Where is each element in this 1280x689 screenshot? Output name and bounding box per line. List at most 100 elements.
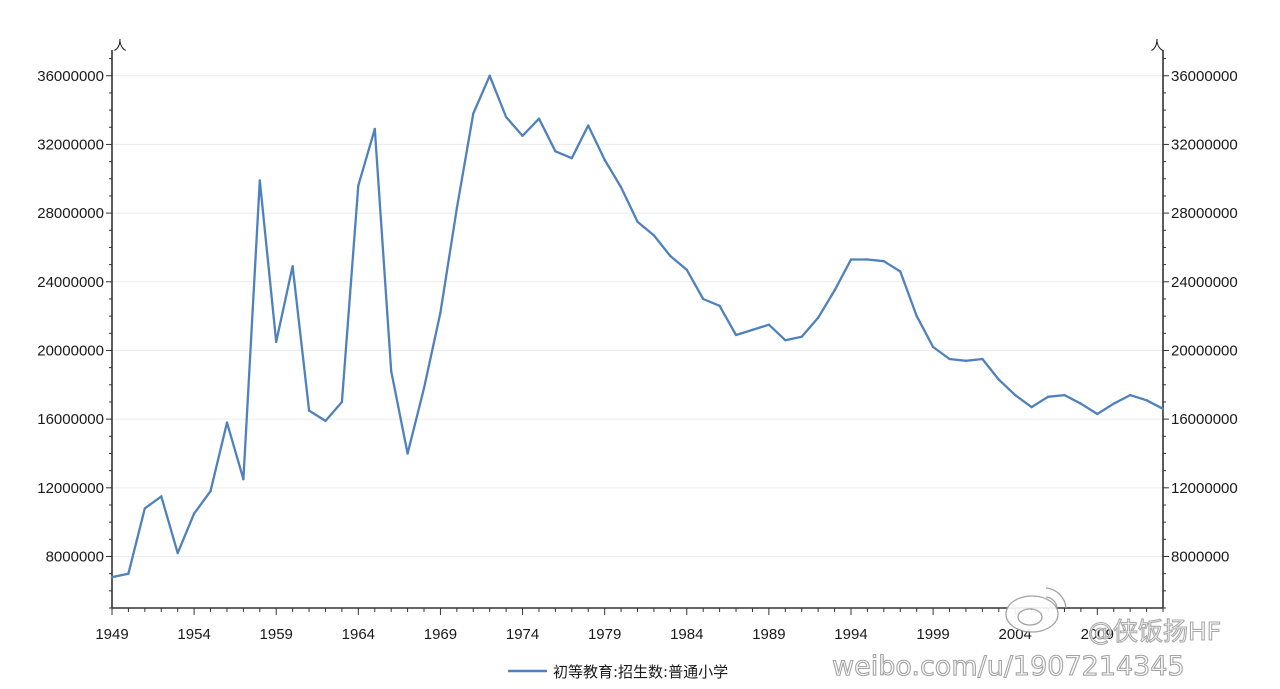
data-point <box>275 340 278 344</box>
data-point <box>964 359 968 362</box>
data-point <box>751 328 754 332</box>
x-tick-label: 1984 <box>670 626 703 643</box>
data-point <box>718 304 721 308</box>
data-point <box>767 323 771 326</box>
data-point <box>357 184 360 187</box>
data-point <box>373 127 376 131</box>
data-point <box>1079 402 1083 405</box>
data-point <box>997 378 1000 381</box>
data-point <box>242 478 245 481</box>
x-tick-label: 1999 <box>916 626 949 643</box>
data-point <box>209 490 212 493</box>
y-tick-label-left: 16000000 <box>37 411 104 428</box>
x-tick-label: 1994 <box>834 626 867 643</box>
data-point <box>521 134 524 138</box>
data-point <box>915 314 918 318</box>
data-point <box>554 150 557 153</box>
data-point <box>1128 393 1132 397</box>
x-tick-label: 1969 <box>424 626 457 643</box>
data-point <box>324 419 327 423</box>
data-point <box>406 452 409 455</box>
y-tick-label-left: 32000000 <box>37 136 104 153</box>
data-point <box>127 572 130 575</box>
data-point <box>701 297 705 301</box>
data-point <box>636 220 639 223</box>
data-point <box>307 409 311 412</box>
data-point <box>439 311 442 314</box>
data-point <box>1063 393 1066 397</box>
y-tick-label-left: 36000000 <box>37 68 104 85</box>
data-point <box>110 575 114 579</box>
y-tick-label-left: 8000000 <box>46 548 104 565</box>
x-tick-label: 1974 <box>506 626 539 643</box>
data-point <box>192 512 196 515</box>
x-ticks: 1949 1954 1959 1964 1969 1974 1979 1984 1989 1994… <box>95 608 1164 643</box>
left-y-axis-unit: 人 <box>113 39 126 54</box>
data-point <box>619 186 623 189</box>
data-point <box>537 117 541 120</box>
x-tick-label: 1964 <box>342 626 375 643</box>
y-tick-label-right: 36000000 <box>1171 68 1238 85</box>
data-point <box>504 115 508 119</box>
data-point <box>981 357 984 361</box>
data-point <box>734 333 738 337</box>
y-tick-label-left: 12000000 <box>37 480 104 497</box>
weibo-logo-icon <box>1005 587 1067 633</box>
y-tick-label-left: 28000000 <box>37 205 104 222</box>
data-point <box>882 259 886 263</box>
y-tick-label-right: 8000000 <box>1171 548 1229 565</box>
data-point <box>176 551 179 555</box>
data-point <box>389 369 393 373</box>
gridlines <box>112 75 1163 557</box>
data-point <box>931 345 935 349</box>
watermark-handle: @侠饭扬HF <box>1088 617 1221 646</box>
x-tick-label: 1989 <box>752 626 785 643</box>
y-tick-label-right: 28000000 <box>1171 205 1238 222</box>
data-point <box>258 179 261 182</box>
data-point <box>816 316 820 320</box>
y-tick-label-right: 16000000 <box>1171 411 1238 428</box>
data-point <box>899 270 902 273</box>
data-point <box>866 258 869 261</box>
data-point <box>833 289 836 292</box>
data-point <box>455 206 459 210</box>
data-point <box>849 258 853 261</box>
y-ticks: 8000000 8000000 12000000 12000000 16000000 16… <box>37 58 1238 609</box>
data-point <box>948 357 951 361</box>
data-point <box>652 234 656 237</box>
data-point <box>1112 402 1115 405</box>
y-tick-label-right: 24000000 <box>1171 274 1238 291</box>
data-point <box>160 495 163 498</box>
watermark: @侠饭扬HF weibo.com/u/1907214345 <box>831 587 1222 683</box>
y-tick-label-left: 24000000 <box>37 274 104 291</box>
data-point <box>488 74 491 77</box>
data-point <box>669 254 672 258</box>
data-point <box>603 158 606 162</box>
y-tick-label-right: 12000000 <box>1171 480 1238 497</box>
data-point <box>1145 399 1148 402</box>
x-tick-label: 1954 <box>177 626 210 643</box>
data-point <box>340 400 344 404</box>
watermark-url: weibo.com/u/1907214345 <box>832 651 1185 682</box>
x-tick-label: 1959 <box>260 626 293 643</box>
data-point <box>422 387 426 390</box>
x-tick-label: 2009 <box>1081 626 1114 643</box>
series-line <box>111 74 1164 579</box>
y-tick-label-right: 32000000 <box>1171 136 1238 153</box>
data-point <box>784 338 787 342</box>
y-tick-label-right: 20000000 <box>1171 342 1238 359</box>
series-group <box>110 74 1165 579</box>
data-point <box>291 265 294 268</box>
x-tick-label: 1979 <box>588 626 621 643</box>
x-tick-label: 1949 <box>95 626 128 643</box>
data-point <box>472 112 475 115</box>
right-y-axis-unit: 人 <box>1150 39 1163 54</box>
data-point <box>800 335 803 338</box>
data-point <box>1030 405 1033 409</box>
data-point <box>1046 395 1050 399</box>
y-tick-label-left: 20000000 <box>37 342 104 359</box>
data-point <box>587 124 590 127</box>
data-point <box>143 507 147 510</box>
data-point <box>685 268 688 271</box>
